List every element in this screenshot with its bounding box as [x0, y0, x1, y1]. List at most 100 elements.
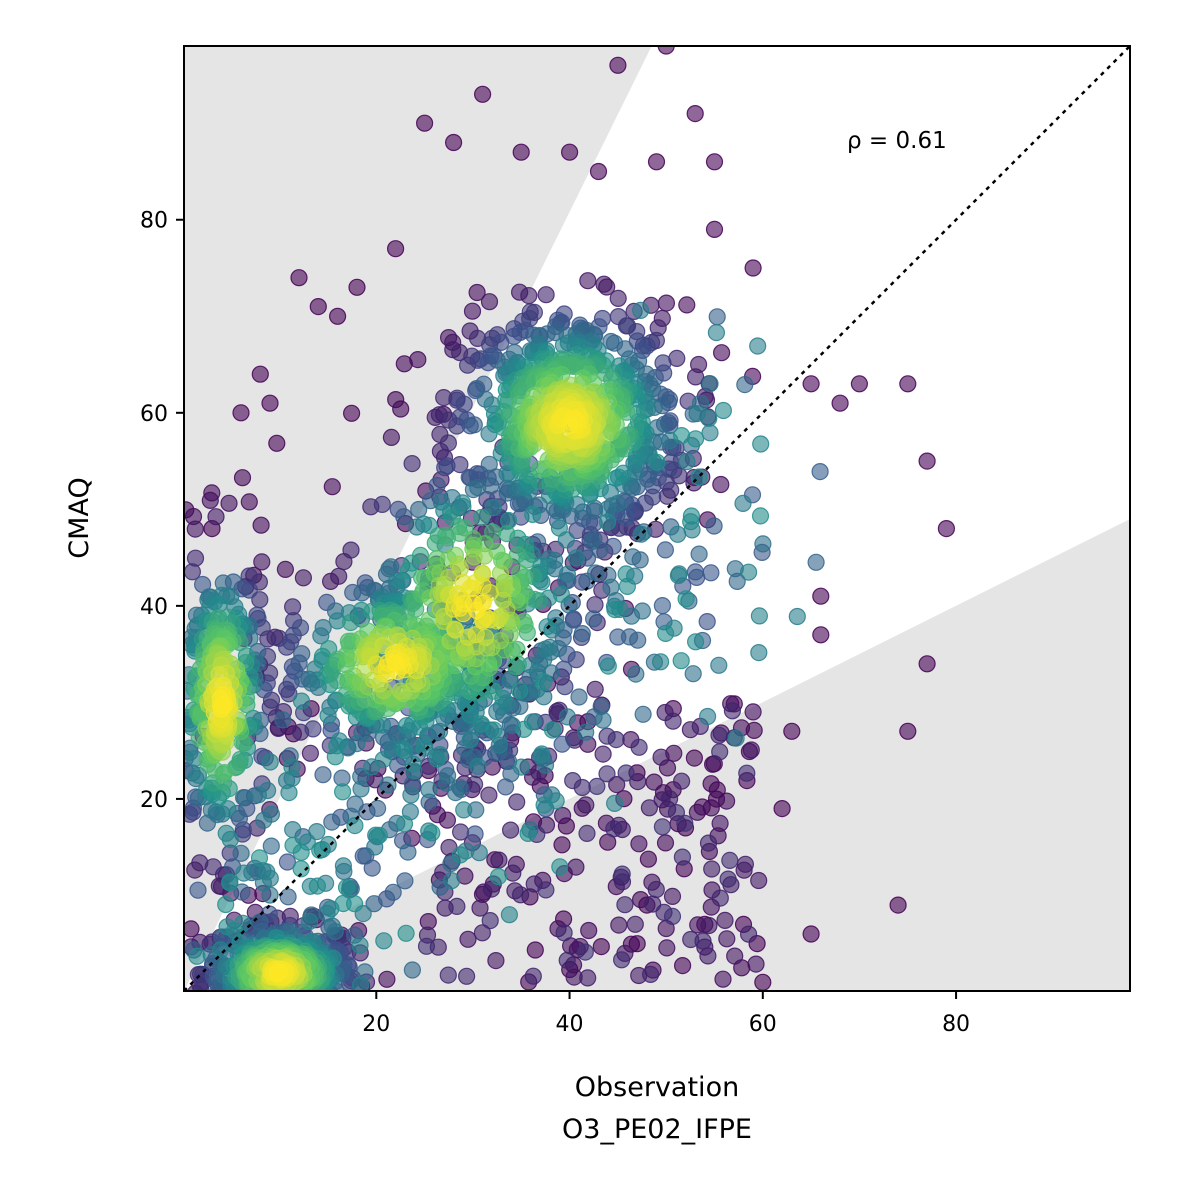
- scatter-point: [235, 470, 251, 486]
- scatter-point: [475, 86, 491, 102]
- scatter-point: [271, 964, 287, 980]
- scatter-point: [410, 352, 426, 368]
- scatter-point: [315, 767, 331, 783]
- scatter-point: [465, 595, 481, 611]
- scatter-point: [584, 534, 600, 550]
- scatter-point: [440, 435, 456, 451]
- scatter-point: [255, 992, 271, 1008]
- scatter-point: [254, 990, 270, 1006]
- x-tick-label: 40: [556, 1012, 584, 1037]
- scatter-point: [707, 221, 723, 237]
- scatter-point: [753, 436, 769, 452]
- scatter-point: [625, 549, 641, 565]
- scatter-point: [376, 933, 392, 949]
- scatter-point: [675, 958, 691, 974]
- scatter-point: [466, 549, 482, 565]
- scatter-point: [600, 658, 616, 674]
- scatter-point: [813, 588, 829, 604]
- x-tick-label: 20: [362, 1012, 390, 1037]
- correlation-annotation: ρ = 0.61: [847, 128, 947, 154]
- scatter-point: [252, 366, 268, 382]
- scatter-point: [310, 299, 326, 315]
- scatter-point: [900, 723, 916, 739]
- scatter-point: [305, 721, 321, 737]
- scatter-point: [221, 495, 237, 511]
- scatter-point: [393, 401, 409, 417]
- scatter-point: [724, 703, 740, 719]
- scatter-point: [648, 882, 664, 898]
- scatter-point: [525, 506, 541, 522]
- scatter-point: [335, 784, 351, 800]
- scatter-point: [262, 395, 278, 411]
- scatter-point: [405, 756, 421, 772]
- scatter-point: [739, 765, 755, 781]
- scatter-point: [324, 814, 340, 830]
- scatter-point: [343, 615, 359, 631]
- scatter-point: [263, 838, 279, 854]
- scatter-point: [271, 992, 287, 1008]
- scatter-point: [683, 514, 699, 530]
- scatter-point: [449, 898, 465, 914]
- scatter-point: [715, 971, 731, 987]
- scatter-point: [803, 926, 819, 942]
- scatter-point: [488, 953, 504, 969]
- scatter-point: [714, 345, 730, 361]
- scatter-point: [701, 410, 717, 426]
- scatter-point: [465, 303, 481, 319]
- scatter-point: [658, 625, 674, 641]
- scatter-point: [344, 405, 360, 421]
- scatter-point: [665, 713, 681, 729]
- scatter-point: [302, 745, 318, 761]
- scatter-point: [491, 737, 507, 753]
- scatter-point: [701, 835, 717, 851]
- scatter-point: [398, 925, 414, 941]
- scatter-point: [429, 478, 445, 494]
- scatter-point: [737, 377, 753, 393]
- scatter-point: [670, 526, 686, 542]
- scatter-point: [233, 845, 249, 861]
- scatter-point: [559, 952, 575, 968]
- scatter-point: [294, 693, 310, 709]
- scatter-point: [703, 565, 719, 581]
- scatter-point: [673, 653, 689, 669]
- scatter-point: [349, 279, 365, 295]
- scatter-point: [339, 879, 355, 895]
- scatter-point: [748, 956, 764, 972]
- scatter-point: [557, 679, 573, 695]
- scatter-point: [618, 510, 634, 526]
- scatter-point: [534, 746, 550, 762]
- scatter-point: [330, 308, 346, 324]
- scatter-point: [630, 632, 646, 648]
- scatter-point: [335, 896, 351, 912]
- scatter-point: [252, 850, 268, 866]
- scatter-point: [513, 144, 529, 160]
- scatter-point: [462, 732, 478, 748]
- y-axis-ticks: 20406080: [140, 209, 184, 813]
- scatter-point: [285, 822, 301, 838]
- scatter-point: [803, 376, 819, 392]
- scatter-point: [266, 993, 282, 1009]
- scatter-point: [379, 971, 395, 987]
- scatter-point: [832, 395, 848, 411]
- scatter-point: [375, 752, 391, 768]
- scatter-point: [383, 429, 399, 445]
- scatter-point: [413, 547, 429, 563]
- scatter-point: [715, 403, 731, 419]
- scatter-point: [614, 866, 630, 882]
- scatter-point: [727, 948, 743, 964]
- scatter-point: [574, 626, 590, 642]
- scatter-point: [711, 727, 727, 743]
- scatter-point: [919, 656, 935, 672]
- scatter-point: [784, 723, 800, 739]
- scatter-point: [627, 916, 643, 932]
- scatter-point: [268, 992, 284, 1008]
- scatter-point: [263, 806, 279, 822]
- scatter-point: [253, 517, 269, 533]
- scatter-point: [481, 787, 497, 803]
- scatter-point: [633, 302, 649, 318]
- scatter-point: [614, 952, 630, 968]
- scatter-point: [417, 115, 433, 131]
- scatter-point: [466, 417, 482, 433]
- scatter-point: [467, 826, 483, 842]
- scatter-point: [460, 931, 476, 947]
